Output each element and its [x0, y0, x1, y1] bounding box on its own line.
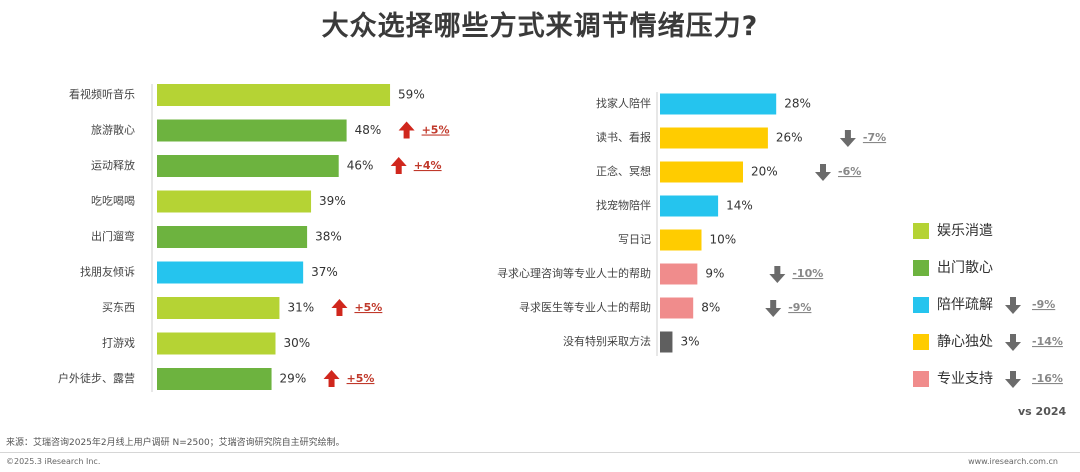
value-label: 39% — [319, 194, 346, 208]
category-label: 买东西 — [102, 301, 135, 314]
value-label: 31% — [287, 301, 314, 315]
footer-divider — [0, 452, 1080, 453]
source-note: 来源：艾瑞咨询2025年2月线上用户调研 N=2500；艾瑞咨询研究院自主研究绘… — [6, 438, 345, 448]
bar — [157, 261, 304, 284]
bar — [157, 368, 272, 390]
category-label: 读书、看报 — [596, 130, 651, 144]
bar — [157, 226, 308, 248]
bar — [660, 195, 719, 217]
up-arrow-icon — [398, 121, 415, 139]
chart-title: 大众选择哪些方式来调节情绪压力? — [321, 11, 759, 42]
down-arrow-icon — [1005, 334, 1021, 351]
value-label: 14% — [726, 199, 753, 213]
bar — [660, 229, 702, 251]
value-label: 9% — [705, 267, 724, 281]
category-label: 没有特别采取方法 — [563, 334, 651, 348]
down-arrow-icon — [839, 130, 856, 147]
up-arrow-icon — [331, 299, 348, 316]
bar — [157, 297, 280, 319]
category-label: 吃吃喝喝 — [91, 195, 135, 208]
value-label: 20% — [751, 165, 778, 179]
website-url: www.iresearch.com.cn — [968, 457, 1058, 466]
category-label: 找家人陪伴 — [596, 96, 651, 110]
change-label: -7% — [863, 131, 886, 144]
value-label: 37% — [311, 265, 338, 279]
value-label: 59% — [398, 88, 425, 102]
legend-change: -9% — [1032, 298, 1055, 311]
legend-swatch — [913, 371, 929, 387]
down-arrow-icon — [1005, 297, 1021, 314]
value-label: 28% — [784, 97, 811, 111]
category-label: 找宠物陪伴 — [596, 198, 651, 212]
copyright: ©2025.3 iResearch Inc. — [6, 457, 101, 466]
bar — [157, 155, 339, 177]
legend-swatch — [913, 260, 929, 276]
down-arrow-icon — [765, 300, 782, 317]
category-label: 找朋友倾诉 — [80, 265, 135, 279]
chart-canvas: 看视频听音乐 59% 旅游散心 48% +5% 运动释放 46% +4% 吃吃喝喝 39% 出门遛弯… — [58, 84, 1063, 392]
category-label: 出门遛弯 — [91, 229, 135, 243]
up-arrow-icon — [390, 157, 407, 174]
change-label: +5% — [422, 124, 450, 137]
legend-change: -16% — [1032, 372, 1063, 385]
bar — [660, 263, 698, 285]
legend-label: 专业支持 — [937, 371, 993, 387]
bar — [157, 84, 391, 106]
category-label: 寻求心理咨询等专业人士的帮助 — [497, 266, 651, 280]
category-label: 寻求医生等专业人士的帮助 — [519, 300, 651, 314]
bar — [660, 93, 777, 115]
up-arrow-icon — [323, 370, 340, 387]
value-label: 29% — [280, 372, 307, 386]
category-label: 运动释放 — [91, 158, 135, 172]
legend-label: 陪伴疏解 — [937, 297, 993, 313]
change-label: +4% — [414, 159, 442, 172]
value-label: 30% — [284, 336, 311, 350]
legend-swatch — [913, 223, 929, 239]
down-arrow-icon — [769, 266, 786, 283]
legend-swatch — [913, 334, 929, 350]
down-arrow-icon — [815, 164, 831, 181]
bar — [660, 331, 673, 353]
legend-swatch — [913, 297, 929, 313]
change-label: +5% — [354, 301, 382, 314]
change-label: +5% — [347, 372, 375, 385]
comparison-note: vs 2024 — [1018, 405, 1067, 418]
legend-label: 静心独处 — [937, 334, 993, 350]
value-label: 3% — [680, 335, 699, 349]
legend-label: 出门散心 — [937, 260, 993, 276]
bar — [660, 297, 694, 319]
legend-change: -14% — [1032, 335, 1063, 348]
change-label: -6% — [838, 165, 861, 178]
bar — [157, 332, 276, 355]
down-arrow-icon — [1005, 371, 1021, 388]
change-label: -9% — [788, 301, 811, 314]
category-label: 打游戏 — [102, 336, 135, 350]
category-label: 看视频听音乐 — [69, 87, 135, 101]
value-label: 46% — [347, 159, 374, 173]
value-label: 48% — [355, 123, 382, 137]
value-label: 10% — [710, 233, 737, 247]
bar — [660, 127, 768, 149]
value-label: 8% — [701, 301, 720, 315]
category-label: 旅游散心 — [91, 123, 135, 137]
bar — [157, 190, 312, 213]
value-label: 26% — [776, 131, 803, 145]
value-label: 38% — [315, 230, 342, 244]
bar — [157, 119, 347, 142]
category-label: 正念、冥想 — [596, 164, 651, 178]
change-label: -10% — [792, 267, 823, 280]
category-label: 户外徒步、露营 — [58, 371, 135, 385]
bar — [660, 161, 743, 183]
legend-label: 娱乐消遣 — [937, 223, 993, 239]
category-label: 写日记 — [618, 233, 651, 246]
